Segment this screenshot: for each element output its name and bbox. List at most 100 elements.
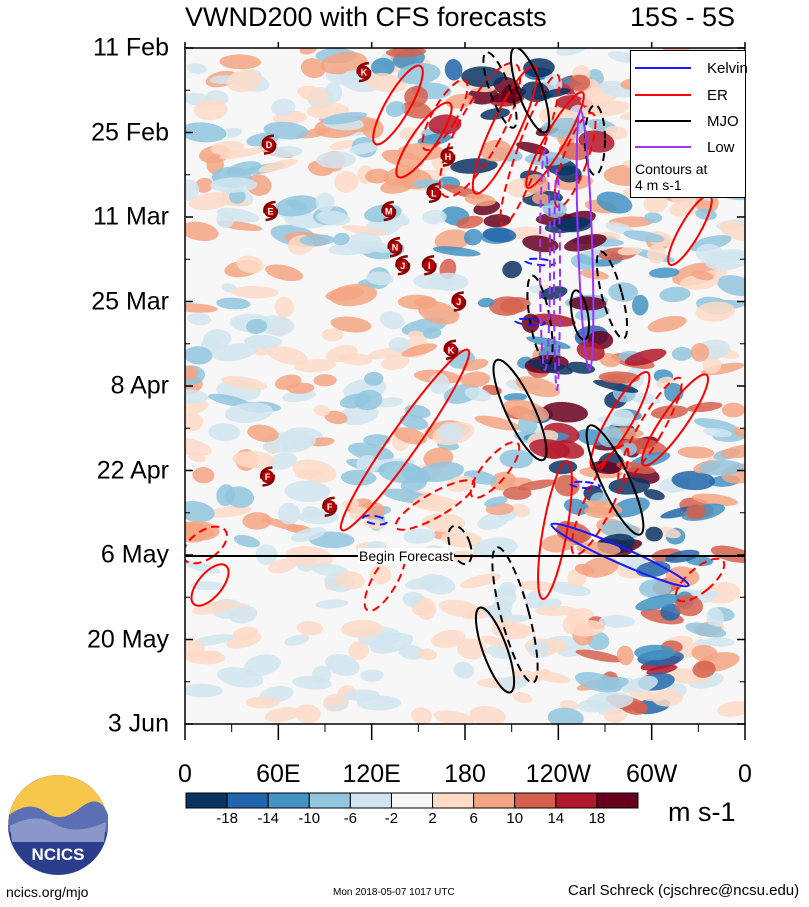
- anomaly-cell: [502, 260, 522, 279]
- kelvin-contour: [569, 480, 601, 490]
- tropical-cyclone-icon: H: [440, 146, 456, 167]
- mjo-contour: [482, 51, 518, 129]
- anomaly-cell: [671, 346, 693, 361]
- er-contour: [553, 111, 597, 209]
- anomaly-cell: [431, 629, 466, 649]
- colorbar-label: -14: [257, 810, 280, 827]
- anomaly-cell: [461, 358, 489, 371]
- anomaly-cell: [581, 557, 619, 578]
- legend-swatch: [635, 94, 691, 96]
- anomaly-cell: [643, 193, 668, 213]
- anomaly-cell: [300, 58, 326, 79]
- er-contour: [372, 64, 424, 146]
- anomaly-cell: [422, 513, 466, 533]
- anomaly-cell: [460, 573, 501, 589]
- legend-label: ER: [707, 86, 728, 104]
- anomaly-cell: [385, 48, 427, 58]
- storm-label: F: [265, 472, 271, 482]
- anomaly-cell: [192, 600, 237, 615]
- anomaly-cell: [692, 660, 716, 678]
- y-tick-label: 22 Apr: [96, 456, 169, 484]
- anomaly-cell: [463, 228, 483, 246]
- anomaly-cell: [646, 664, 678, 675]
- anomaly-cell: [671, 470, 716, 491]
- tropical-cyclone-icon: M: [381, 200, 397, 222]
- anomaly-cell: [710, 545, 745, 563]
- anomaly-cell: [268, 452, 297, 470]
- colorbar-label: -18: [216, 810, 238, 827]
- anomaly-cell: [360, 669, 384, 682]
- anomaly-cell: [464, 193, 496, 207]
- tropical-cyclone-icon: N: [387, 236, 403, 258]
- storm-label: K: [361, 68, 368, 78]
- anomaly-cell: [320, 51, 368, 75]
- legend: Kelvin ER MJO Low Contours at 4 m s-1: [630, 50, 748, 198]
- storm-label: N: [392, 243, 399, 253]
- anomaly-cell: [702, 355, 722, 374]
- anomaly-cell: [691, 589, 720, 598]
- anomaly-cell: [270, 146, 303, 158]
- anomaly-cell: [219, 147, 265, 160]
- anomaly-cell: [691, 644, 718, 662]
- anomaly-cell: [258, 159, 298, 173]
- anomaly-cell: [529, 438, 571, 459]
- anomaly-cell: [631, 294, 649, 316]
- legend-note-line: Contours at: [635, 161, 708, 177]
- anomaly-cell: [245, 696, 280, 709]
- anomaly-cell: [677, 446, 715, 459]
- colorbar-swatch: [185, 792, 228, 809]
- tropical-cyclone-icon: F: [259, 466, 275, 487]
- anomaly-cell: [445, 93, 475, 109]
- anomaly-cell: [397, 63, 441, 85]
- anomaly-cell: [432, 246, 481, 257]
- anomaly-cell: [403, 528, 436, 544]
- anomaly-cell: [379, 311, 405, 330]
- anomaly-cell: [365, 168, 391, 184]
- anomaly-cell: [444, 59, 463, 81]
- anomaly-cell: [210, 177, 258, 193]
- anomaly-cell: [291, 676, 332, 690]
- anomaly-cell: [296, 620, 323, 636]
- legend-kelvin: Kelvin: [635, 59, 748, 77]
- anomaly-cell: [608, 282, 639, 302]
- er-contour: [589, 370, 651, 470]
- anomaly-cell: [568, 74, 591, 92]
- colorbar-label: 2: [428, 810, 437, 827]
- anomaly-cell: [221, 127, 243, 138]
- tropical-cyclone-icon: J: [395, 255, 411, 276]
- anomaly-cell: [185, 399, 209, 418]
- tropical-cyclone-icon: L: [426, 182, 442, 204]
- anomaly-cell: [185, 179, 200, 201]
- anomaly-cell: [516, 141, 550, 155]
- colorbar-label: 18: [588, 810, 606, 827]
- anomaly-cell: [208, 393, 251, 407]
- anomaly-cell: [433, 710, 475, 724]
- anomaly-cell: [341, 619, 383, 638]
- er-contour: [438, 61, 522, 199]
- anomaly-cell: [480, 635, 510, 648]
- anomaly-cell: [411, 707, 433, 724]
- anomaly-cell: [225, 486, 255, 508]
- anomaly-cell: [225, 402, 273, 424]
- legend-low: Low: [635, 138, 735, 156]
- anomaly-cell: [243, 654, 281, 677]
- website-link[interactable]: ncics.org/mjo: [6, 884, 89, 900]
- anomaly-cell: [598, 371, 641, 384]
- anomaly-cell: [702, 428, 733, 438]
- anomaly-cell: [558, 218, 592, 233]
- x-tick-label: 60E: [256, 760, 301, 788]
- anomaly-cell: [446, 475, 475, 492]
- y-tick-label: 20 May: [87, 625, 169, 653]
- er-contour: [471, 65, 539, 195]
- anomaly-cell: [316, 151, 356, 169]
- anomaly-cell: [185, 389, 209, 404]
- anomaly-cell: [232, 450, 275, 469]
- er-contour: [640, 373, 710, 467]
- anomaly-cell: [429, 272, 469, 292]
- anomaly-cell: [428, 373, 450, 395]
- anomaly-cell: [286, 382, 315, 394]
- colorbar-swatch: [432, 792, 475, 809]
- anomaly-cell: [292, 459, 337, 483]
- anomaly-cell: [285, 199, 308, 211]
